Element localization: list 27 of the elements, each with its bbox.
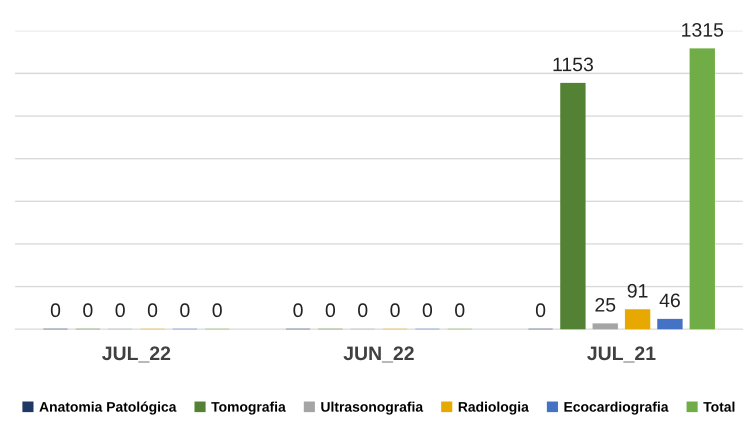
data-label: 0 [358, 303, 368, 318]
data-label: 0 [422, 303, 432, 318]
legend-label: Radiologia [458, 402, 529, 415]
x-tick-label: JUL_21 [587, 346, 656, 362]
data-label: 0 [390, 303, 400, 318]
data-label: 1153 [553, 58, 593, 72]
data-label: 0 [455, 303, 464, 318]
legend-label: Ultrasonografia [321, 402, 424, 415]
legend-label: Total [703, 402, 734, 412]
legend-label: Tomografia [211, 402, 286, 415]
data-label: 0 [326, 303, 336, 318]
data-label: 0 [83, 303, 92, 318]
x-tick-label: JUN_22 [344, 346, 414, 362]
legend-label: Anatomia Patológica [39, 401, 177, 415]
data-label: 0 [50, 303, 60, 318]
data-label: 0 [180, 303, 190, 318]
data-label: 0 [536, 303, 546, 318]
data-label: 0 [293, 303, 303, 318]
data-label: 0 [116, 303, 125, 318]
data-label: 91 [628, 284, 648, 298]
data-label: 46 [660, 294, 680, 308]
x-tick-label: JUL_22 [102, 346, 170, 362]
data-label: 0 [148, 303, 158, 318]
data-label: 0 [212, 303, 222, 318]
data-label: 1315 [682, 23, 724, 37]
data-label: 25 [595, 298, 616, 312]
legend-label: Ecocardiografia [564, 402, 669, 415]
